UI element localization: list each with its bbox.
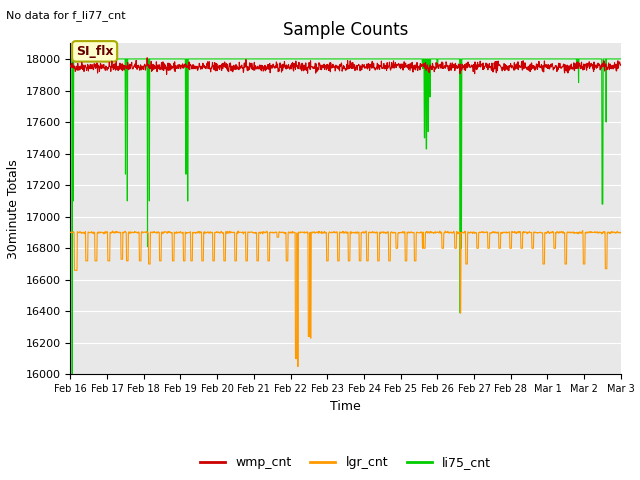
Text: No data for f_li77_cnt: No data for f_li77_cnt: [6, 10, 126, 21]
Text: SI_flx: SI_flx: [76, 45, 113, 58]
Title: Sample Counts: Sample Counts: [283, 21, 408, 39]
Y-axis label: 30minute Totals: 30minute Totals: [7, 159, 20, 259]
Legend: wmp_cnt, lgr_cnt, li75_cnt: wmp_cnt, lgr_cnt, li75_cnt: [195, 451, 496, 474]
X-axis label: Time: Time: [330, 400, 361, 413]
